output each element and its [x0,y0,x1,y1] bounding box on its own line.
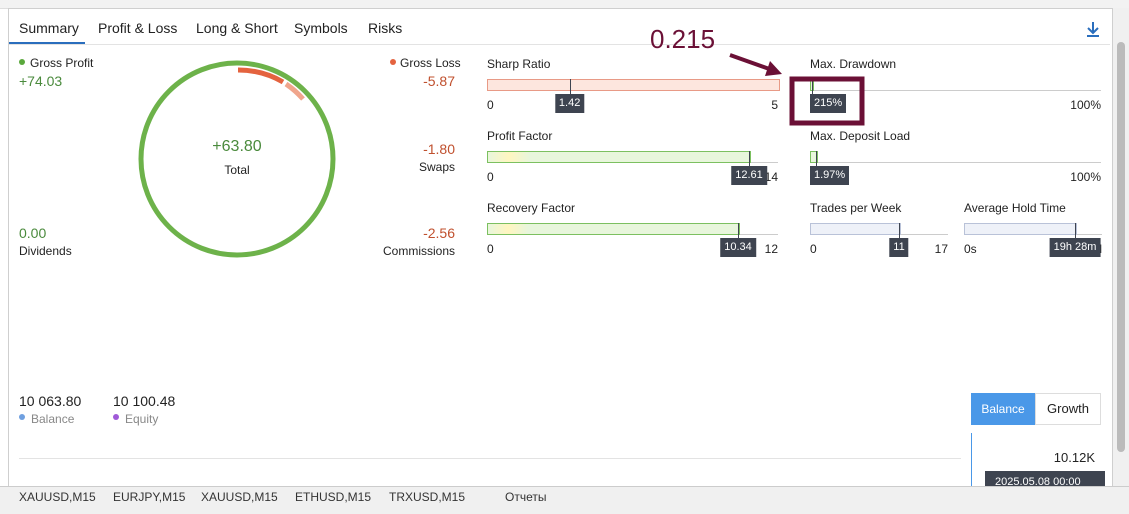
download-icon[interactable] [1084,20,1102,38]
gauge-title: Max. Drawdown [810,57,897,71]
annotation: 0.215 [650,24,716,54]
bottom-tab[interactable]: Отчеты [505,490,547,504]
chart-tooltip: 2025.05.08 00:00 [985,471,1105,486]
balance-value: 10 063.80 [19,393,82,409]
total-value: +63.80 [212,138,262,155]
gauge-max: 100% [1070,98,1101,112]
bottom-tab[interactable]: TRXUSD,M15 [389,490,466,504]
tab-divider [9,44,1110,45]
gauge-title: Trades per Week [810,201,902,215]
gauge-value-tag: 19h 28m [1049,238,1101,257]
gauge-min: 0 [487,242,494,256]
gauge-fill [487,151,751,163]
gauge-fill [810,151,818,163]
scrollbar[interactable] [1113,8,1129,486]
gauge-pointer [749,151,750,167]
gauge-title: Max. Deposit Load [810,129,911,143]
equity-label: Equity [125,412,159,426]
balance-label: Balance [31,412,75,426]
gauge-fill [964,223,1077,235]
gauge-fill [487,79,780,91]
gauge-fill [810,223,901,235]
gauge-pointer [899,223,900,239]
total-ring [138,60,336,258]
equity-value: 10 100.48 [113,393,176,409]
value: -2.56 [423,225,455,241]
gauge-title: Recovery Factor [487,201,576,215]
total-label: Total [224,163,250,177]
gauge-track [810,90,1101,91]
gauge-title: Sharp Ratio [487,57,551,71]
active-tab-indicator [9,42,85,44]
bottom-tab[interactable]: EURJPY,M15 [113,490,186,504]
chart-cursor [971,433,972,486]
label: Gross Loss [400,56,461,70]
tab[interactable]: Summary [19,20,79,36]
bottom-tab[interactable]: ETHUSD,M15 [295,490,372,504]
gauge-pointer [738,223,739,239]
gauge-title: Profit Factor [487,129,553,143]
label: Dividends [19,244,72,258]
gauge-min: 0 [810,242,817,256]
chart-gridline [19,458,961,459]
gauge-max: 17 [934,242,948,256]
gauge-min: 0 [487,98,494,112]
gauge-value-tag: 1.97% [810,166,850,185]
gauge-track [810,162,1101,163]
value: +74.03 [19,73,63,89]
gauge-max: 100% [1070,170,1101,184]
gauge-min: 0 [487,170,494,184]
tab[interactable]: Risks [368,20,403,36]
gauge-value-tag: 11 [889,238,909,257]
label: Commissions [382,244,455,258]
gauge-title: Average Hold Time [964,201,1066,215]
gauge-fill [487,223,740,235]
growth-button[interactable]: Growth [1035,393,1101,425]
balance-button[interactable]: Balance [971,393,1035,425]
value: 0.00 [19,225,47,241]
gauge-value-tag: 10.34 [720,238,756,257]
dot [390,59,396,65]
gauge-value-tag: 215% [810,94,847,113]
gauge-max: 12 [764,242,778,256]
gauge-max: 14 [764,170,778,184]
gauge-value-tag: 1.42 [554,94,585,113]
gauge-max: 5 [771,98,778,112]
gauge-pointer [569,79,571,95]
gauge-value-tag: 12.61 [731,166,767,185]
dot [113,414,119,420]
tab[interactable]: Symbols [294,20,348,36]
value: -1.80 [423,141,455,157]
dot [19,414,25,420]
bottom-bar [0,486,1129,514]
axis-label: 10.12K [1053,450,1095,465]
tab[interactable]: Profit & Loss [98,20,178,36]
dot [19,59,25,65]
label: Swaps [418,160,455,174]
gauge-pointer [816,151,817,167]
label: Gross Profit [30,56,94,70]
annotation-marks [729,53,865,126]
bottom-tab[interactable]: XAUUSD,M15 [201,490,278,504]
bottom-tab[interactable]: XAUUSD,M15 [19,490,96,504]
gauge-pointer [812,79,813,95]
value: -5.87 [423,73,455,89]
gauge-min: 0s [964,242,977,256]
tab[interactable]: Long & Short [196,20,278,36]
gauge-pointer [1075,223,1076,239]
